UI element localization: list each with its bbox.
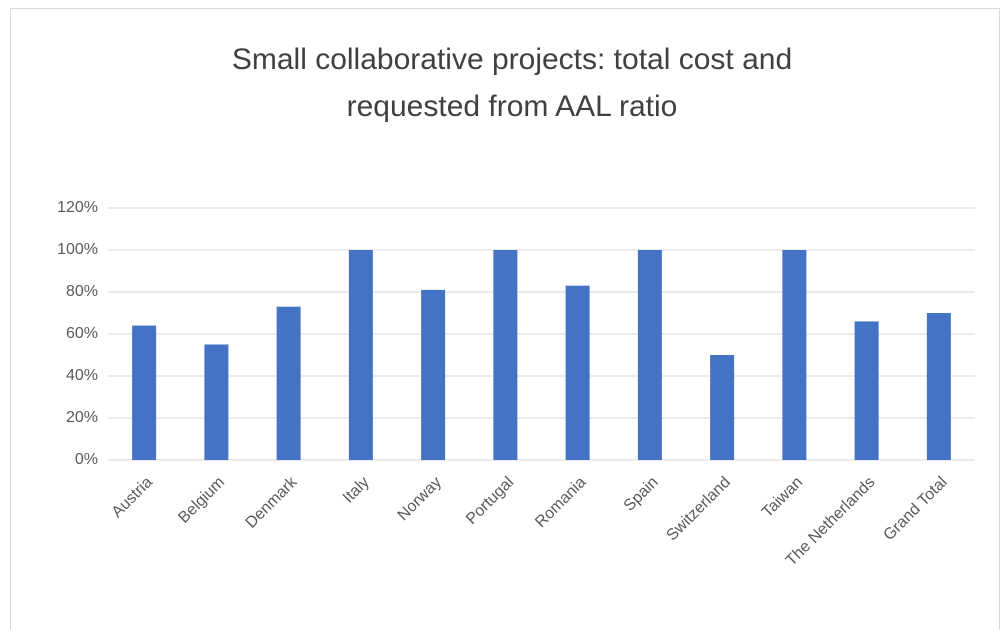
- x-tick-label: Portugal: [463, 474, 517, 528]
- y-tick-label: 120%: [57, 199, 98, 216]
- y-tick-label: 0%: [75, 451, 98, 468]
- bar: [204, 344, 229, 460]
- x-tick-label: Switzerland: [663, 474, 734, 545]
- bar: [710, 355, 735, 460]
- y-tick-label: 60%: [66, 325, 98, 342]
- x-tick-label: Belgium: [175, 474, 228, 527]
- x-tick-label: Norway: [395, 474, 445, 524]
- x-tick-label: Grand Total: [880, 474, 950, 544]
- y-tick-label: 80%: [66, 283, 98, 300]
- bar: [782, 250, 807, 460]
- x-tick-label: Spain: [621, 474, 662, 515]
- x-tick-label: Italy: [340, 474, 373, 507]
- x-tick-label: Taiwan: [759, 474, 806, 521]
- bar: [276, 306, 301, 460]
- bar: [637, 250, 662, 460]
- bar: [421, 289, 446, 460]
- bar: [854, 321, 879, 460]
- chart-title: Small collaborative projects: total cost…: [231, 43, 793, 123]
- x-tick-label: Romania: [532, 474, 589, 531]
- x-tick-label: Austria: [109, 474, 156, 521]
- bar: [926, 313, 951, 460]
- bar: [132, 325, 157, 460]
- y-tick-label: 40%: [66, 367, 98, 384]
- y-tick-label: 20%: [66, 409, 98, 426]
- bar: [565, 285, 590, 460]
- x-tick-label: Denmark: [243, 473, 302, 532]
- y-tick-label: 100%: [57, 241, 98, 258]
- chart-frame: [10, 8, 1000, 630]
- bar: [348, 250, 373, 460]
- bar: [493, 250, 518, 460]
